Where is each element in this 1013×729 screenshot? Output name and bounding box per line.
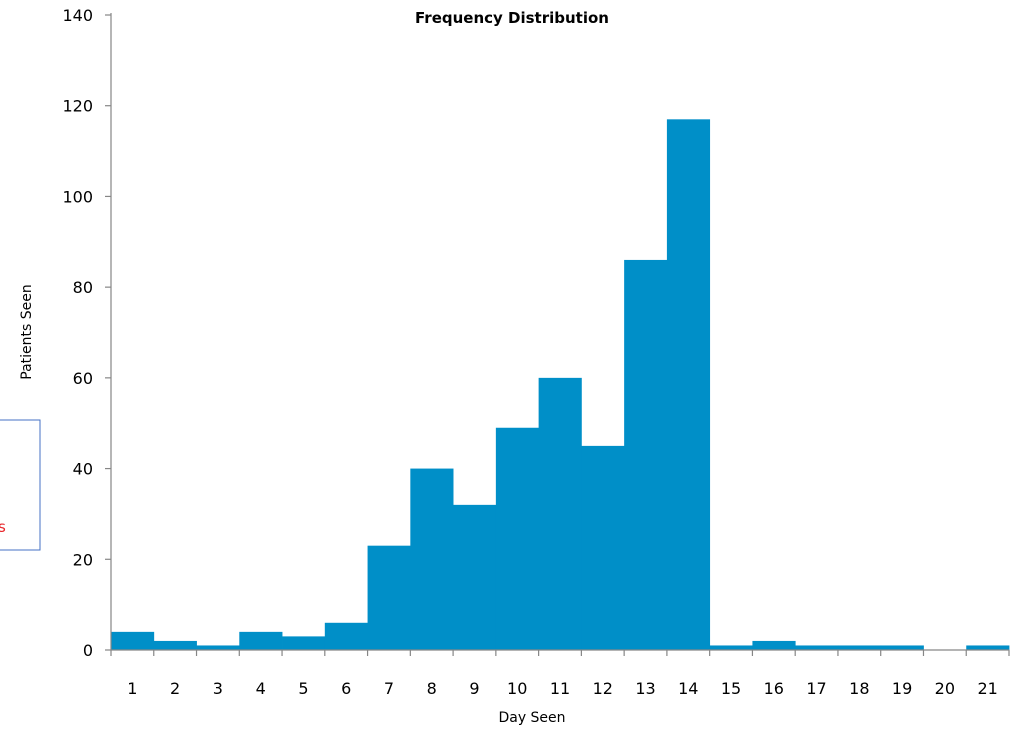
bar-day-7 xyxy=(367,545,411,650)
y-tick-label: 40 xyxy=(73,460,93,479)
x-tick-label: 6 xyxy=(341,679,351,698)
x-tick-label: 8 xyxy=(427,679,437,698)
x-tick-label: 11 xyxy=(550,679,570,698)
y-tick-label: 140 xyxy=(62,6,93,25)
side-note-border xyxy=(0,419,41,551)
x-axis-title: Day Seen xyxy=(498,710,565,726)
bar-day-11 xyxy=(538,377,582,650)
bar-day-5 xyxy=(282,636,326,650)
bar-day-14 xyxy=(666,119,711,650)
side-note-text: s xyxy=(0,518,6,536)
side-note-box: s xyxy=(0,419,41,551)
x-axis-ticks: 1 2 3 4 5 6 7 8 9 10 11 12 13 14 15 16 17 18 19 20 21 xyxy=(110,650,1010,698)
y-axis-ticks: 0 20 40 60 80 100 120 140 xyxy=(62,6,111,660)
bar-day-21 xyxy=(966,645,1010,650)
bar-day-12 xyxy=(581,445,625,650)
bar-day-8 xyxy=(410,468,454,650)
chart-title: Frequency Distribution xyxy=(415,9,609,27)
x-tick-label: 19 xyxy=(892,679,912,698)
x-tick-label: 4 xyxy=(256,679,266,698)
bar-day-9 xyxy=(453,504,497,650)
bar-day-10 xyxy=(495,427,540,650)
x-tick-label: 14 xyxy=(678,679,698,698)
x-tick-label: 2 xyxy=(170,679,180,698)
axes xyxy=(110,13,1009,651)
x-tick-label: 17 xyxy=(806,679,826,698)
x-tick-label: 15 xyxy=(721,679,741,698)
y-tick-label: 100 xyxy=(62,187,93,206)
y-tick-label: 0 xyxy=(83,641,93,660)
bar-day-18 xyxy=(837,645,882,650)
bar-series xyxy=(111,119,1010,650)
bar-day-13 xyxy=(624,259,668,650)
bar-day-2 xyxy=(153,640,197,650)
x-tick-label: 10 xyxy=(507,679,527,698)
bar-day-17 xyxy=(795,645,839,650)
bar-day-16 xyxy=(752,640,796,650)
x-tick-label: 20 xyxy=(935,679,955,698)
x-tick-label: 21 xyxy=(977,679,997,698)
x-tick-label: 12 xyxy=(593,679,613,698)
bar-day-1 xyxy=(111,631,155,650)
x-tick-label: 1 xyxy=(127,679,137,698)
bar-day-15 xyxy=(709,645,753,650)
y-tick-label: 60 xyxy=(73,369,93,388)
x-tick-label: 18 xyxy=(849,679,869,698)
bar-day-19 xyxy=(880,645,924,650)
x-tick-label: 7 xyxy=(384,679,394,698)
bar-day-3 xyxy=(196,645,240,650)
y-tick-label: 80 xyxy=(73,278,93,297)
bar-day-6 xyxy=(324,622,368,650)
x-tick-label: 13 xyxy=(635,679,655,698)
x-tick-label: 9 xyxy=(469,679,479,698)
y-tick-label: 20 xyxy=(73,550,93,569)
x-tick-label: 3 xyxy=(213,679,223,698)
bar-day-4 xyxy=(239,631,283,650)
y-axis-title: Patients Seen xyxy=(19,284,35,379)
x-tick-label: 5 xyxy=(298,679,308,698)
y-tick-label: 120 xyxy=(62,97,93,116)
x-tick-label: 16 xyxy=(764,679,784,698)
